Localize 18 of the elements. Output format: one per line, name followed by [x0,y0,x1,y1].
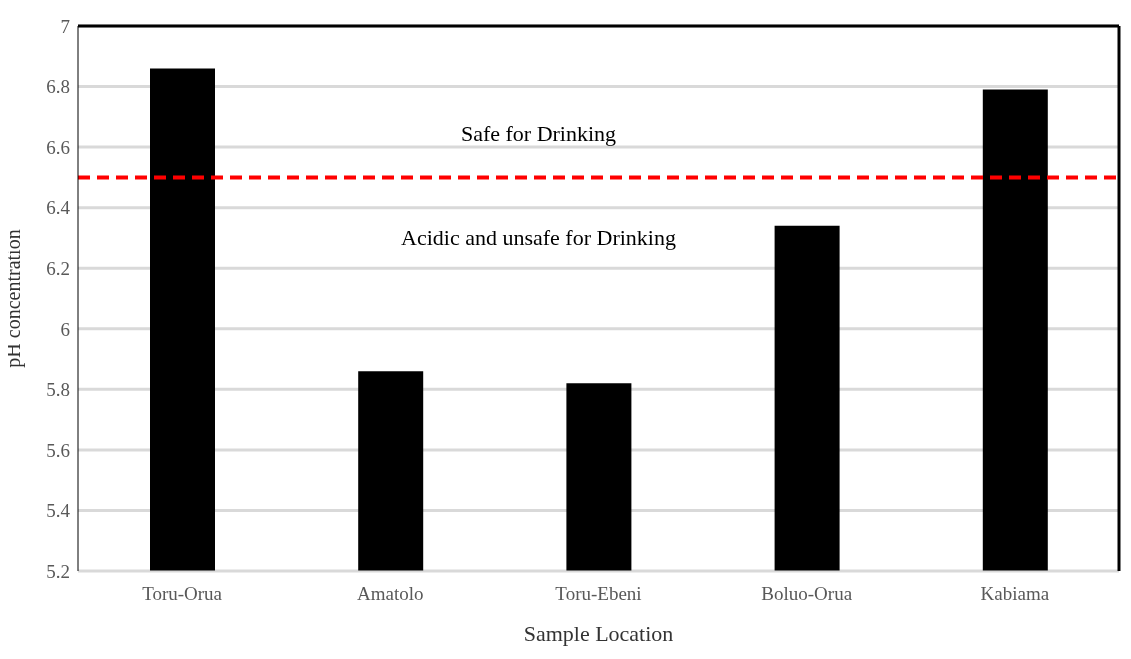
x-tick-label: Amatolo [357,583,424,605]
y-tick-label: 6.2 [46,257,70,279]
y-tick-label: 5.4 [46,500,71,522]
y-tick-label: 5.2 [46,560,70,582]
x-tick-label: Toru-Orua [142,583,223,605]
y-tick-label: 6.4 [46,197,71,219]
y-tick-label: 6 [60,318,70,340]
y-tick-label: 5.6 [46,439,70,461]
y-tick-label: 6.8 [46,76,70,98]
annotation: Safe for Drinking [460,121,617,147]
y-tick-label: 5.8 [46,379,70,401]
y-tick-label: 6.6 [46,136,70,158]
x-tick-label: Toru-Ebeni [555,583,642,605]
x-axis-title: Sample Location [523,621,674,646]
annotation: Acidic and unsafe for Drinking [401,225,676,251]
x-tick-label: Boluo-Orua [761,583,853,605]
y-tick-label: 7 [60,15,70,37]
x-tick-label: Kabiama [980,583,1050,605]
